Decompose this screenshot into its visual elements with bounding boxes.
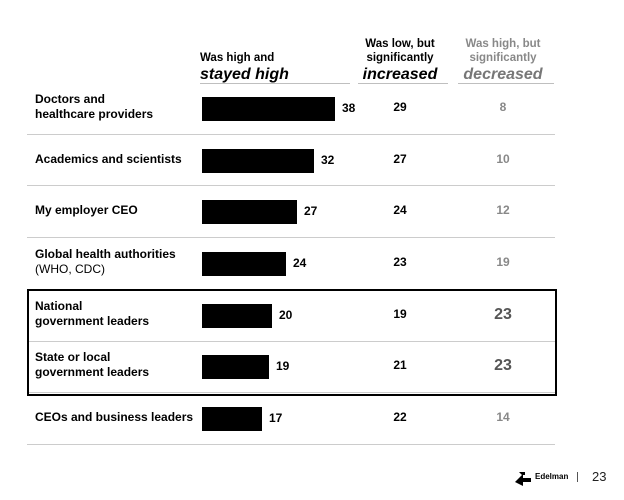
bar bbox=[202, 149, 314, 173]
bar bbox=[202, 200, 297, 224]
row-separator bbox=[27, 341, 555, 342]
bar-value-label: 32 bbox=[321, 153, 335, 167]
brand-name: Edelman bbox=[535, 472, 569, 481]
row-label-line1: Doctors and bbox=[35, 92, 106, 106]
header-increased-line2: significantly bbox=[366, 52, 434, 64]
header-decreased-line2: significantly bbox=[469, 52, 537, 64]
row-separator bbox=[27, 134, 555, 135]
footer-divider bbox=[577, 472, 578, 482]
increased-value: 22 bbox=[393, 410, 407, 424]
bar-value-label: 17 bbox=[269, 411, 283, 425]
row-label-line1: CEOs and business leaders bbox=[35, 409, 194, 424]
row-label-line2: government leaders bbox=[35, 365, 150, 379]
header-underline-decreased bbox=[458, 83, 554, 84]
increased-value: 27 bbox=[393, 152, 407, 166]
increased-value: 21 bbox=[393, 358, 407, 372]
increased-value: 24 bbox=[393, 203, 407, 217]
edelman-logo-icon bbox=[513, 468, 533, 488]
row-label-line1: Academics and scientists bbox=[35, 151, 182, 166]
row-label: Doctors and healthcare providers bbox=[35, 92, 153, 122]
row-label-line2: government leaders bbox=[35, 314, 150, 328]
decreased-value: 10 bbox=[496, 152, 510, 166]
header-decreased-line1: Was high, but bbox=[465, 38, 541, 50]
row-label-sub: (WHO, CDC) bbox=[35, 262, 105, 276]
row-separator bbox=[27, 237, 555, 238]
row-label: Academics and scientists bbox=[35, 152, 182, 167]
header-decreased: Was high, but significantly decreased bbox=[455, 37, 551, 84]
header-decreased-emphasis: decreased bbox=[463, 66, 543, 83]
header-increased: Was low, but significantly increased bbox=[350, 37, 450, 84]
decreased-value: 23 bbox=[494, 306, 512, 323]
row-label: Global health authorities (WHO, CDC) bbox=[35, 247, 176, 277]
row-label-line1: State or local bbox=[35, 350, 111, 364]
header-stayed-high-line1: Was high and bbox=[200, 52, 275, 64]
increased-value: 29 bbox=[393, 100, 407, 114]
bar bbox=[202, 304, 272, 328]
bar-value-label: 20 bbox=[279, 308, 293, 322]
decreased-value: 19 bbox=[496, 255, 510, 269]
header-underline-high bbox=[200, 83, 350, 84]
row-separator bbox=[27, 392, 555, 393]
highlight-box bbox=[27, 289, 557, 396]
row-label: State or local government leaders bbox=[35, 350, 149, 380]
increased-value: 19 bbox=[393, 307, 407, 321]
header-stayed-high-emphasis: stayed high bbox=[200, 66, 289, 83]
row-label: My employer CEO bbox=[35, 203, 138, 218]
row-label-line1: Global health authorities bbox=[35, 247, 176, 261]
decreased-value: 23 bbox=[494, 357, 512, 374]
row-separator bbox=[27, 444, 555, 445]
bar-value-label: 19 bbox=[276, 359, 290, 373]
decreased-value: 12 bbox=[496, 203, 510, 217]
bar-value-label: 24 bbox=[293, 256, 307, 270]
decreased-value: 14 bbox=[496, 410, 510, 424]
row-label: CEOs and business leaders bbox=[35, 410, 193, 425]
bar bbox=[202, 97, 335, 121]
increased-value: 23 bbox=[393, 255, 407, 269]
header-stayed-high: Was high and stayed high bbox=[200, 51, 289, 84]
bar bbox=[202, 407, 262, 431]
row-label-line1: My employer CEO bbox=[35, 202, 138, 217]
bar bbox=[202, 355, 269, 379]
decreased-value: 8 bbox=[499, 100, 507, 114]
header-underline-increased bbox=[358, 83, 448, 84]
row-label-line1: National bbox=[35, 299, 83, 313]
row-label: National government leaders bbox=[35, 299, 149, 329]
bar-value-label: 38 bbox=[342, 101, 356, 115]
header-increased-line1: Was low, but bbox=[365, 38, 435, 50]
page-number: 23 bbox=[592, 469, 607, 484]
bar-value-label: 27 bbox=[304, 204, 318, 218]
bar bbox=[202, 252, 286, 276]
row-label-line2: healthcare providers bbox=[35, 107, 154, 121]
row-separator bbox=[27, 185, 555, 186]
header-increased-emphasis: increased bbox=[362, 66, 438, 83]
